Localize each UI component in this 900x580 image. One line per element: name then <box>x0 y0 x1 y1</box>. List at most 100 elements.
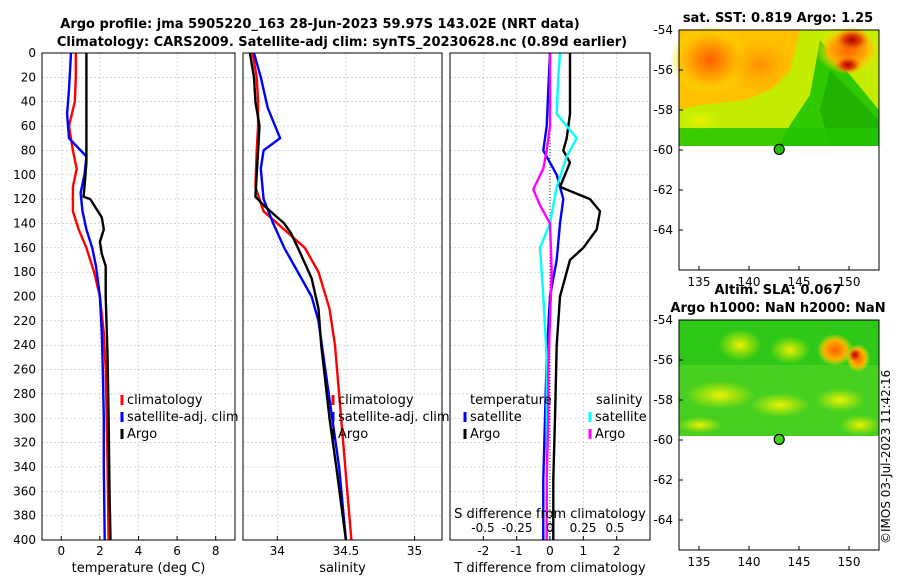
s-difference-tick-label: 0.5 <box>605 521 624 535</box>
x-tick-label: 6 <box>173 544 181 558</box>
satellite-legend-label: satellite-adj. clim <box>127 410 239 425</box>
y-tick-label: 100 <box>13 168 36 182</box>
map-y-tick-label: -64 <box>653 513 673 527</box>
y-tick-label: 240 <box>13 338 36 352</box>
y-tick-label: 80 <box>21 143 36 157</box>
series-line-t-satellite <box>542 52 565 540</box>
map-x-tick-label: 140 <box>738 555 761 569</box>
x-tick-label: 34 <box>270 544 285 558</box>
y-tick-label: 20 <box>21 70 36 84</box>
map-x-tick-label: 140 <box>738 275 761 289</box>
map-x-tick-label: 135 <box>688 275 711 289</box>
salinity-legend-title: salinity <box>596 393 643 408</box>
figure-title-line2: Climatology: CARS2009. Satellite-adj cli… <box>57 35 627 50</box>
map-y-tick-label: -60 <box>653 433 673 447</box>
map-x-tick-label: 145 <box>788 555 811 569</box>
series-line-argo <box>82 53 112 541</box>
x-tick-label: 34.5 <box>333 544 360 558</box>
y-tick-label: 120 <box>13 192 36 206</box>
map-y-tick-label: -54 <box>653 313 673 327</box>
s-difference-tick-label: -0.25 <box>501 521 532 535</box>
satellite-legend-label: satellite-adj. clim <box>338 410 450 425</box>
x-tick-label: 8 <box>212 544 220 558</box>
y-tick-label: 180 <box>13 265 36 279</box>
difference-panel: -2 -1 0 1 2 T difference from climatology S di… <box>449 52 651 576</box>
sla-map-panel: Altim. SLA: 0.067 Argo h1000: NaN h2000:… <box>653 283 885 569</box>
series-line-climatology <box>67 53 110 541</box>
map-y-tick-label: -62 <box>653 473 673 487</box>
y-tick-label: 40 <box>21 95 36 109</box>
climatology-legend-label: climatology <box>127 393 203 408</box>
s-difference-tick-label: -0.5 <box>471 521 494 535</box>
y-tick-label: 260 <box>13 363 36 377</box>
x-axis-label: salinity <box>319 561 366 576</box>
argo-legend-label: Argo <box>127 427 157 442</box>
map-y-tick-label: -56 <box>653 353 673 367</box>
x-tick-label: 2 <box>96 544 104 558</box>
series-line-s-argo <box>532 53 553 540</box>
x-tick-label: 0 <box>546 544 554 558</box>
map-y-tick-label: -58 <box>653 393 673 407</box>
s-difference-tick-label: 0 <box>546 521 554 535</box>
sst-map-panel: sat. SST: 0.819 Argo: 1.25 -54 -56 -58 -60 -… <box>653 11 880 289</box>
imos-watermark: ©IMOS 03-Jul-2023 11:42:16 <box>879 370 893 544</box>
y-tick-label: 380 <box>13 509 36 523</box>
x-tick-label: -1 <box>511 544 523 558</box>
temperature-legend-title: temperature <box>470 393 552 408</box>
x-tick-label: 2 <box>613 544 621 558</box>
map-x-tick-label: 150 <box>838 275 861 289</box>
sst-map-title: sat. SST: 0.819 Argo: 1.25 <box>683 11 873 26</box>
salinity-panel: 34 34.5 35 salinity climatology satellite-adj… <box>242 52 450 576</box>
temperature-panel: 0 2 4 6 8 temperature (deg C) 0 20 40 60 80 100 120 1… <box>13 46 239 576</box>
sla-map-frame <box>678 319 880 551</box>
t-argo-legend-label: Argo <box>470 427 500 442</box>
map-y-tick-label: -54 <box>653 23 673 37</box>
y-tick-label: 300 <box>13 411 36 425</box>
s-difference-tick-label: 0.25 <box>570 521 597 535</box>
y-tick-label: 0 <box>28 46 36 60</box>
x-tick-label: 1 <box>580 544 588 558</box>
x-axis-label: temperature (deg C) <box>72 561 206 576</box>
y-tick-label: 280 <box>13 387 36 401</box>
map-y-tick-label: -62 <box>653 183 673 197</box>
x-tick-label: 4 <box>135 544 143 558</box>
map-y-tick-label: -56 <box>653 63 673 77</box>
map-x-tick-label: 135 <box>688 555 711 569</box>
map-x-tick-label: 145 <box>788 275 811 289</box>
s-satellite-legend-label: satellite <box>595 410 647 425</box>
argo-position-marker <box>773 433 785 445</box>
series-line-satellite-adj-clim <box>252 52 348 541</box>
t-satellite-legend-label: satellite <box>470 410 522 425</box>
sla-map-title-line1: Altim. SLA: 0.067 <box>715 283 842 298</box>
y-tick-label: 140 <box>13 216 36 230</box>
y-tick-label: 360 <box>13 484 36 498</box>
map-y-tick-label: -60 <box>653 143 673 157</box>
y-tick-label: 220 <box>13 314 36 328</box>
x-axis-label: T difference from climatology <box>453 561 646 576</box>
climatology-legend-label: climatology <box>338 393 414 408</box>
plot-frame <box>242 52 443 541</box>
series-line-t-argo <box>552 53 602 540</box>
sla-field <box>678 320 880 436</box>
x-tick-label: 0 <box>57 544 65 558</box>
y-tick-label: 340 <box>13 460 36 474</box>
series-line-argo <box>248 52 348 541</box>
figure-title-line1: Argo profile: jma 5905220_163 28-Jun-202… <box>60 17 579 32</box>
y-tick-label: 160 <box>13 241 36 255</box>
y-tick-label: 400 <box>13 533 36 547</box>
y-tick-label: 60 <box>21 119 36 133</box>
argo-position-marker <box>773 143 785 155</box>
map-x-tick-label: 150 <box>838 555 861 569</box>
argo-legend-label: Argo <box>338 427 368 442</box>
x-tick-label: 35 <box>407 544 422 558</box>
sla-map-title-line2: Argo h1000: NaN h2000: NaN <box>670 301 885 316</box>
map-y-tick-label: -58 <box>653 103 673 117</box>
x-tick-label: -2 <box>477 544 489 558</box>
y-tick-label: 320 <box>13 436 36 450</box>
sst-field <box>670 25 880 146</box>
series-line-satellite-adj-clim <box>65 52 106 541</box>
s-argo-legend-label: Argo <box>595 427 625 442</box>
map-y-tick-label: -64 <box>653 223 673 237</box>
s-difference-axis-label: S difference from climatology <box>454 507 646 522</box>
